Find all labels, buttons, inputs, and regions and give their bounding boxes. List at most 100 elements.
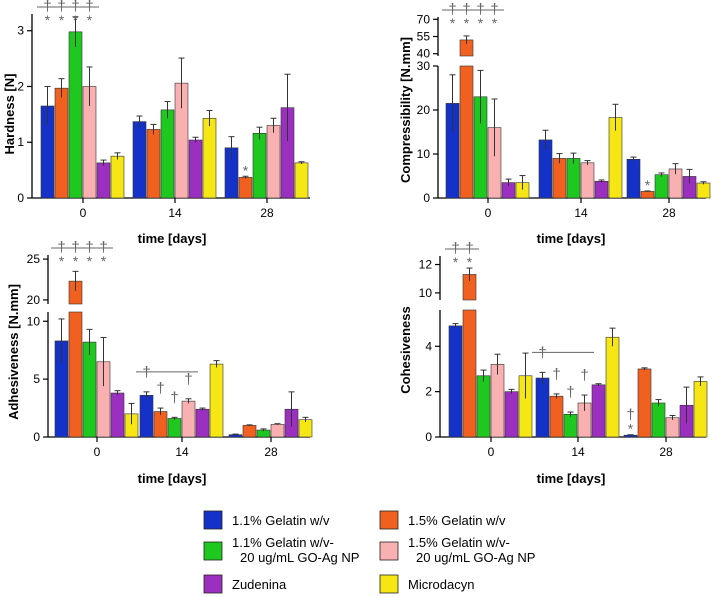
- adhesiveness-bar: [82, 341, 97, 438]
- hardness-bar: [146, 129, 161, 199]
- compressibility-bar: [654, 174, 669, 199]
- hardness-asterisk-mark: *: [243, 162, 249, 178]
- compressibility-y-tick-label: 10: [417, 147, 431, 161]
- hardness-y-tick-label: 0: [17, 191, 24, 205]
- hardness-x-axis-label: time [days]: [138, 231, 207, 246]
- adhesiveness-bar: [298, 419, 313, 438]
- cohesiveness-bar: [665, 417, 680, 438]
- cohesiveness-y-tick-label: 0: [425, 430, 432, 444]
- cohesiveness-dagger-mark: †: [566, 384, 574, 401]
- adhesiveness-bar: [209, 363, 224, 438]
- hardness-bar: [188, 139, 203, 199]
- adhesiveness-bar: [167, 418, 182, 438]
- cohesiveness-bar: [549, 395, 564, 438]
- adhesiveness-panel: Adhesiveness [N.mm] time [days] 0 5 10 20 25…: [6, 239, 313, 486]
- hardness-bar: [266, 125, 281, 199]
- compressibility-y-tick-label: 30: [417, 59, 431, 73]
- legend-label-gelatin-1-1-goag: 1.1% Gelatin w/v- 20 ug/mL GO-Ag NP: [232, 535, 359, 565]
- adhesiveness-y-tick-label: 10: [27, 314, 41, 328]
- cohesiveness-asterisk-mark: *: [467, 254, 473, 270]
- legend-label-zudenina: Zudenina: [232, 577, 287, 592]
- cohesiveness-y-axis-label: Cohesiveness: [398, 306, 413, 393]
- hardness-asterisk-mark: *: [59, 12, 65, 28]
- adhesiveness-x-tick-label: 0: [94, 445, 101, 459]
- compressibility-asterisk-mark: *: [450, 15, 456, 31]
- compressibility-y-tick-label: 20: [417, 103, 431, 117]
- hardness-bar: [110, 155, 125, 199]
- hardness-bar: [294, 162, 309, 199]
- cohesiveness-dagger-mark: †: [552, 366, 560, 383]
- cohesiveness-panel: Cohesiveness time [days] 02410120†*†*14†…: [398, 240, 708, 486]
- adhesiveness-asterisk-mark: *: [73, 253, 79, 269]
- hardness-y-tick-label: 1: [17, 135, 24, 149]
- compressibility-bar: [580, 162, 595, 199]
- adhesiveness-y-axis-label: Adhesiveness [N.mm]: [6, 284, 21, 420]
- adhesiveness-dagger-mark: †: [184, 371, 192, 388]
- compressibility-x-tick-label: 14: [574, 206, 588, 220]
- adhesiveness-asterisk-mark: *: [87, 253, 93, 269]
- compressibility-asterisk-mark: *: [478, 15, 484, 31]
- legend-label-microdacyn: Microdacyn: [408, 577, 474, 592]
- compressibility-bar: [696, 182, 711, 199]
- cohesiveness-x-tick-label: 14: [571, 445, 585, 459]
- cohesiveness-bar: [462, 309, 477, 438]
- cohesiveness-y-tick-label: 12: [419, 258, 433, 272]
- cohesiveness-bar: [651, 402, 666, 438]
- hardness-bar: [54, 87, 69, 199]
- hardness-bar: [160, 109, 175, 199]
- compressibility-asterisk-mark: *: [464, 15, 470, 31]
- adhesiveness-y-tick-label: 25: [27, 252, 41, 266]
- adhesiveness-bar: [270, 423, 285, 438]
- adhesiveness-x-tick-label: 28: [264, 445, 278, 459]
- cohesiveness-y-tick-label: 10: [419, 286, 433, 300]
- adhesiveness-bar: [153, 411, 168, 438]
- legend-label-gelatin-1-1-goag-line-1: 1.1% Gelatin w/v-: [232, 535, 334, 550]
- adhesiveness-asterisk-mark: *: [101, 253, 107, 269]
- adhesiveness-x-axis-label: time [days]: [138, 471, 207, 486]
- cohesiveness-y-tick-label: 2: [425, 385, 432, 399]
- legend-label-gelatin-1-1: 1.1% Gelatin w/v: [232, 513, 330, 528]
- cohesiveness-x-tick-label: 0: [488, 445, 495, 459]
- legend-swatch-gelatin-1-1: [203, 510, 223, 530]
- cohesiveness-bar: [504, 391, 519, 438]
- legend-label-gelatin-1-5: 1.5% Gelatin w/v: [408, 513, 506, 528]
- cohesiveness-bar: [490, 364, 505, 438]
- hardness-asterisk-mark: *: [45, 12, 51, 28]
- adhesiveness-dagger-mark: †: [156, 380, 164, 397]
- compressibility-x-tick-label: 28: [662, 206, 676, 220]
- compressibility-bar: [626, 158, 641, 199]
- hardness-y-tick-label: 3: [17, 24, 24, 38]
- cohesiveness-x-axis-label: time [days]: [537, 471, 606, 486]
- adhesiveness-bar: [110, 392, 125, 438]
- hardness-x-tick-label: 0: [80, 206, 87, 220]
- adhesiveness-bar: [195, 408, 210, 438]
- legend-swatch-microdacyn: [379, 574, 399, 594]
- compressibility-x-tick-label: 0: [485, 206, 492, 220]
- legend-swatch-gelatin-1-1-goag: [203, 541, 223, 561]
- cohesiveness-bar: [563, 414, 578, 438]
- adhesiveness-dagger-mark: †: [170, 389, 178, 406]
- adhesiveness-bar: [68, 311, 83, 438]
- cohesiveness-bar: [476, 375, 491, 438]
- hardness-bar: [68, 31, 83, 199]
- adhesiveness-y-tick-label: 0: [33, 430, 40, 444]
- hardness-y-tick-label: 2: [17, 79, 24, 93]
- adhesiveness-bar: [242, 425, 257, 438]
- hardness-bar: [96, 162, 111, 199]
- cohesiveness-dagger-mark: †: [626, 407, 634, 424]
- adhesiveness-x-tick-label: 14: [175, 445, 189, 459]
- compressibility-bar: [566, 158, 581, 199]
- compressibility-panel: Compressibility [N.mm] time [days] 0 10 20…: [398, 1, 711, 246]
- compressibility-asterisk-mark: *: [645, 177, 651, 193]
- hardness-x-tick-label: 28: [260, 206, 274, 220]
- cohesiveness-asterisk-mark: *: [628, 421, 634, 437]
- cohesiveness-x-tick-label: 28: [659, 445, 673, 459]
- legend-swatch-gelatin-1-5: [379, 510, 399, 530]
- adhesiveness-y-tick-label: 20: [27, 293, 41, 307]
- hardness-bar: [238, 177, 253, 199]
- cohesiveness-asterisk-mark: *: [453, 254, 459, 270]
- compressibility-bar: [459, 65, 474, 199]
- hardness-panel: Hardness [N] time [days] 01230†*†*†*†*14…: [2, 0, 310, 246]
- adhesiveness-asterisk-mark: *: [59, 253, 65, 269]
- legend-label-gelatin-1-5-goag-line-1: 1.5% Gelatin w/v-: [408, 535, 510, 550]
